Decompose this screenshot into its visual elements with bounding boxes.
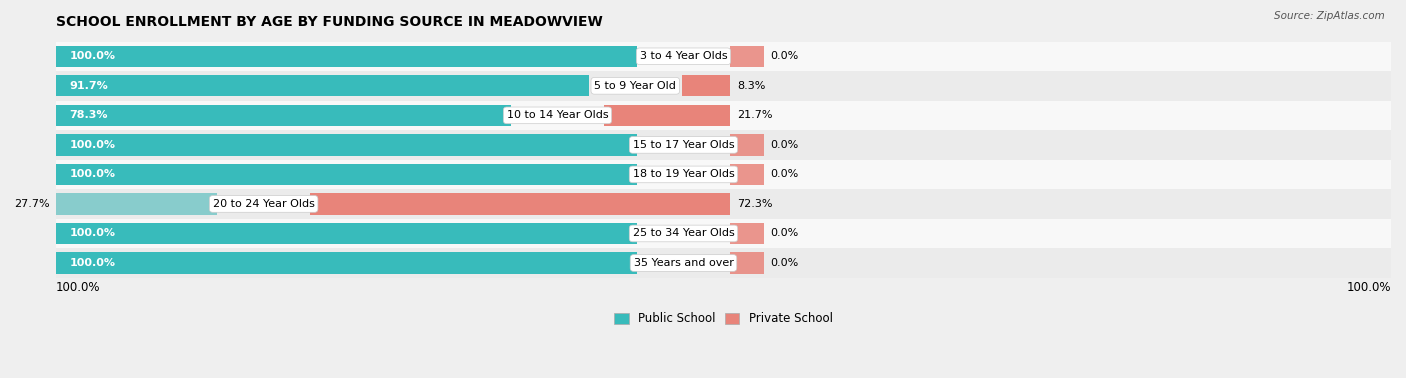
Bar (56, 223, 637, 244)
Bar (49, 248, 1398, 278)
Text: 72.3%: 72.3% (737, 199, 772, 209)
Bar (56, 164, 637, 185)
Bar (56, 253, 637, 274)
Bar (49, 130, 1398, 160)
Bar (56, 105, 510, 126)
Text: 100.0%: 100.0% (69, 140, 115, 150)
Text: 100.0%: 100.0% (69, 51, 115, 61)
Bar (730, 164, 763, 185)
Text: 5 to 9 Year Old: 5 to 9 Year Old (595, 81, 676, 91)
Bar (682, 75, 730, 96)
Text: 0.0%: 0.0% (770, 228, 799, 239)
Bar (730, 46, 763, 67)
Text: 25 to 34 Year Olds: 25 to 34 Year Olds (633, 228, 734, 239)
Bar (56, 46, 637, 67)
Text: 35 Years and over: 35 Years and over (634, 258, 734, 268)
Text: 78.3%: 78.3% (69, 110, 108, 120)
Bar (730, 253, 763, 274)
Text: 0.0%: 0.0% (770, 140, 799, 150)
Text: 91.7%: 91.7% (69, 81, 108, 91)
Text: 100.0%: 100.0% (69, 169, 115, 180)
Bar (49, 160, 1398, 189)
Text: Source: ZipAtlas.com: Source: ZipAtlas.com (1274, 11, 1385, 21)
Bar (56, 134, 637, 155)
Text: 3 to 4 Year Olds: 3 to 4 Year Olds (640, 51, 727, 61)
Bar (730, 134, 763, 155)
Text: 20 to 24 Year Olds: 20 to 24 Year Olds (212, 199, 315, 209)
Text: 100.0%: 100.0% (69, 258, 115, 268)
Text: 100.0%: 100.0% (1347, 281, 1391, 294)
Bar (730, 223, 763, 244)
Text: 0.0%: 0.0% (770, 169, 799, 180)
Bar (49, 42, 1398, 71)
Text: 0.0%: 0.0% (770, 51, 799, 61)
Bar (311, 193, 730, 215)
Bar (49, 101, 1398, 130)
Bar (56, 75, 589, 96)
Bar (49, 219, 1398, 248)
Text: 18 to 19 Year Olds: 18 to 19 Year Olds (633, 169, 734, 180)
Bar (49, 71, 1398, 101)
Text: 15 to 17 Year Olds: 15 to 17 Year Olds (633, 140, 734, 150)
Text: 0.0%: 0.0% (770, 258, 799, 268)
Bar (49, 189, 1398, 219)
Text: 27.7%: 27.7% (14, 199, 49, 209)
Legend: Public School, Private School: Public School, Private School (610, 308, 838, 330)
Text: 100.0%: 100.0% (69, 228, 115, 239)
Bar (605, 105, 730, 126)
Text: 8.3%: 8.3% (737, 81, 765, 91)
Text: 10 to 14 Year Olds: 10 to 14 Year Olds (506, 110, 609, 120)
Text: SCHOOL ENROLLMENT BY AGE BY FUNDING SOURCE IN MEADOWVIEW: SCHOOL ENROLLMENT BY AGE BY FUNDING SOUR… (56, 15, 603, 29)
Text: 100.0%: 100.0% (56, 281, 101, 294)
Bar (56, 193, 217, 215)
Text: 21.7%: 21.7% (737, 110, 772, 120)
